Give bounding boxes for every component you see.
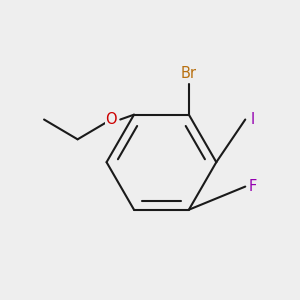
Text: Br: Br <box>181 66 197 81</box>
Text: O: O <box>105 112 117 127</box>
Text: I: I <box>251 112 255 127</box>
Text: F: F <box>249 179 257 194</box>
